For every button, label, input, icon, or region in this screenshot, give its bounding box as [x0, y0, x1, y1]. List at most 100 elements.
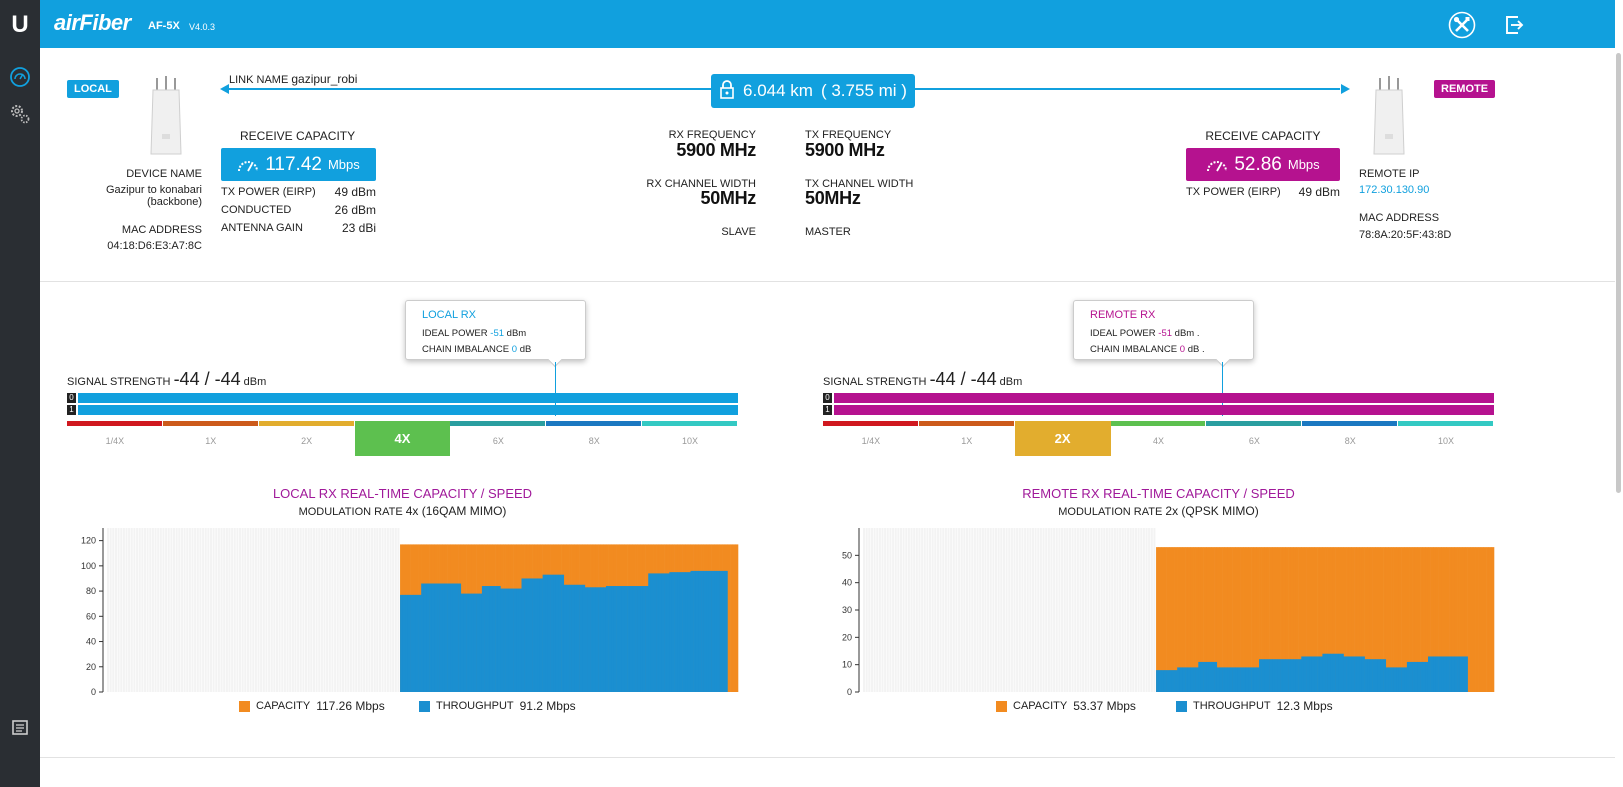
speedometer-icon	[238, 160, 259, 171]
capacity-bar	[1251, 547, 1255, 692]
log-icon[interactable]	[5, 713, 35, 743]
capacity-bar	[1237, 547, 1241, 692]
throughput-bar	[1219, 667, 1223, 692]
capacity-bar	[727, 544, 731, 692]
modulation-segment	[918, 421, 1014, 426]
empty-bar	[865, 528, 868, 692]
remote-ip-link[interactable]: 172.30.130.90	[1359, 184, 1430, 196]
capacity-bar	[1293, 547, 1297, 692]
throughput-bar	[1277, 659, 1281, 692]
empty-bar	[392, 528, 395, 692]
modulation-label: 6X	[1248, 436, 1260, 446]
empty-bar	[1010, 528, 1013, 692]
capacity-bar	[1478, 547, 1482, 692]
throughput-bar	[1227, 667, 1231, 692]
airfiber-logo: airFiber	[54, 10, 131, 35]
empty-bar	[931, 528, 934, 692]
empty-bar	[194, 528, 197, 692]
throughput-bar	[413, 594, 417, 692]
empty-bar	[175, 528, 178, 692]
empty-bar	[257, 528, 260, 692]
tx-frequency-value: 5900 MHz	[805, 140, 885, 160]
chain-1-label: 1	[823, 405, 832, 415]
capacity-bar	[1367, 547, 1371, 692]
throughput-bar	[1211, 661, 1215, 692]
settings-gears-icon[interactable]	[5, 98, 35, 128]
empty-bar	[365, 528, 368, 692]
logout-icon[interactable]	[1500, 11, 1528, 39]
throughput-bar	[706, 570, 710, 692]
scrollbar-thumb[interactable]	[1616, 53, 1621, 493]
empty-bar	[976, 528, 979, 692]
throughput-bar	[1166, 670, 1170, 692]
throughput-bar	[1208, 661, 1212, 692]
throughput-bar	[1414, 661, 1418, 692]
throughput-bar	[1348, 656, 1352, 692]
empty-bar	[1071, 528, 1074, 692]
capacity-bar	[1193, 547, 1196, 692]
empty-bar	[939, 528, 942, 692]
throughput-bar	[429, 583, 433, 692]
empty-bar	[863, 528, 866, 692]
empty-bar	[236, 528, 239, 692]
capacity-bar	[1163, 547, 1167, 692]
empty-bar	[870, 528, 873, 692]
throughput-bar	[553, 574, 557, 692]
legend-capacity: CAPACITY 53.37 Mbps	[996, 699, 1136, 713]
tools-icon[interactable]	[1448, 11, 1476, 39]
throughput-bar	[1459, 656, 1463, 692]
throughput-bar	[1185, 667, 1189, 692]
page-scrollbar[interactable]	[1615, 48, 1623, 787]
throughput-bar	[1203, 661, 1207, 692]
y-tick-label: 20	[86, 662, 96, 672]
local-receive-capacity-label: RECEIVE CAPACITY	[240, 129, 356, 143]
throughput-bar	[1198, 661, 1202, 692]
empty-bar	[128, 528, 131, 692]
empty-bar	[120, 528, 123, 692]
throughput-bar	[1443, 656, 1447, 692]
empty-bar	[1045, 528, 1048, 692]
throughput-bar	[1375, 659, 1379, 692]
empty-bar	[191, 528, 194, 692]
throughput-bar	[711, 570, 715, 692]
empty-bar	[117, 528, 120, 692]
capacity-bar	[1383, 547, 1387, 692]
empty-bar	[971, 528, 974, 692]
chain-1-label: 1	[67, 405, 76, 415]
empty-bar	[180, 528, 183, 692]
empty-bar	[1018, 528, 1021, 692]
throughput-bar	[690, 570, 694, 692]
throughput-bar	[1293, 659, 1297, 692]
empty-bar	[1129, 528, 1132, 692]
throughput-bar	[1193, 667, 1196, 692]
dashboard-gauge-icon[interactable]	[5, 62, 35, 92]
empty-bar	[973, 528, 976, 692]
empty-bar	[302, 528, 305, 692]
throughput-bar	[1332, 653, 1336, 692]
throughput-bar	[584, 587, 588, 692]
throughput-bar	[415, 594, 419, 692]
empty-bar	[307, 528, 310, 692]
capacity-bar	[1269, 547, 1273, 692]
throughput-bar	[1282, 659, 1286, 692]
capacity-bar	[1391, 547, 1394, 692]
empty-bar	[1150, 528, 1153, 692]
empty-bar	[368, 528, 371, 692]
throughput-bar	[500, 588, 504, 692]
empty-bar	[233, 528, 236, 692]
empty-bar	[1047, 528, 1050, 692]
throughput-bar	[611, 586, 615, 692]
throughput-bar	[1243, 667, 1247, 692]
modulation-segment	[642, 421, 737, 426]
local-conducted-value: 26 dBm	[334, 203, 376, 217]
throughput-bar	[1449, 656, 1453, 692]
empty-bar	[305, 528, 308, 692]
capacity-bar	[1288, 547, 1292, 692]
throughput-bar	[466, 593, 470, 692]
section-divider	[40, 281, 1615, 282]
tx-frequency-label: TX FREQUENCY	[805, 129, 892, 141]
remote-badge: REMOTE	[1434, 80, 1496, 98]
capacity-bar	[1488, 547, 1492, 692]
rx-channel-width-value: 50MHz	[700, 188, 756, 208]
empty-bar	[270, 528, 273, 692]
